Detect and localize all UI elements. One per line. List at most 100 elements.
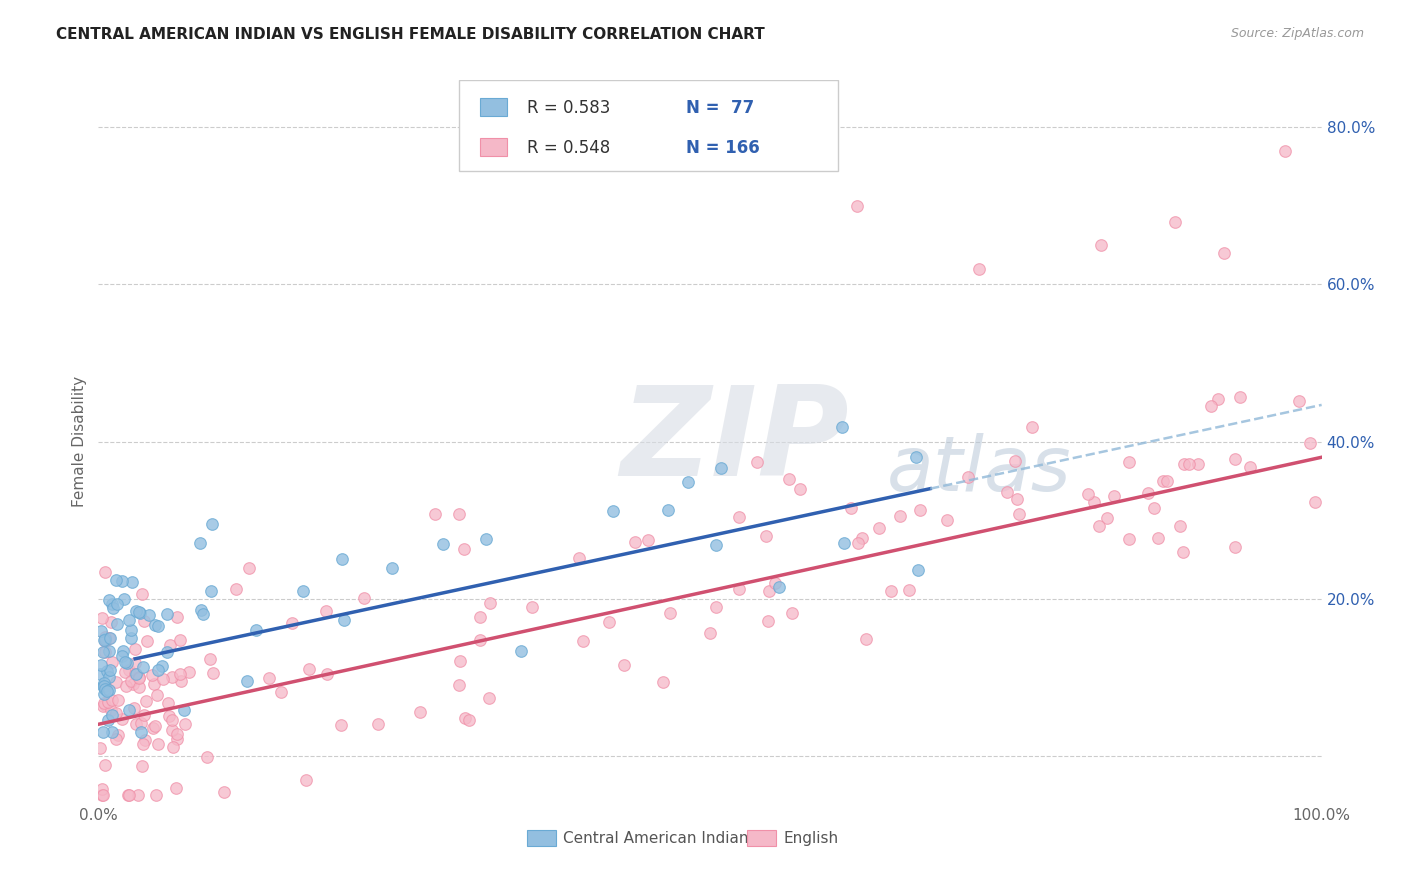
Point (179, 665, 201, 679)
FancyBboxPatch shape (479, 138, 508, 155)
Point (330, 552, 353, 566)
Text: CENTRAL AMERICAN INDIAN VS ENGLISH FEMALE DISABILITY CORRELATION CHART: CENTRAL AMERICAN INDIAN VS ENGLISH FEMAL… (56, 27, 765, 42)
Point (160, 713, 183, 727)
Point (146, 737, 169, 751)
Point (118, 703, 141, 717)
Point (110, 713, 132, 727)
Point (907, 563, 929, 577)
Point (90, 782, 112, 797)
Point (93, 679, 115, 693)
Point (832, 536, 855, 550)
Point (457, 713, 479, 727)
Point (169, 632, 191, 647)
Point (270, 684, 292, 698)
Point (1090, 238, 1112, 252)
Point (1173, 457, 1195, 471)
Point (520, 600, 543, 615)
Point (94, 632, 117, 647)
Point (1118, 532, 1140, 546)
Point (298, 662, 321, 676)
Point (200, 584, 222, 599)
Point (97, 643, 120, 657)
Point (1178, 457, 1201, 471)
Point (132, 660, 155, 674)
Point (112, 644, 135, 658)
Point (143, 677, 166, 691)
Point (195, 750, 218, 764)
Point (1088, 519, 1111, 533)
Point (131, 758, 153, 772)
Point (1152, 475, 1174, 489)
FancyBboxPatch shape (460, 80, 838, 170)
Point (157, 708, 180, 723)
Point (315, 604, 337, 618)
Point (114, 665, 136, 680)
Point (90, 624, 112, 639)
Point (408, 706, 430, 720)
Point (111, 574, 134, 589)
Point (145, 689, 167, 703)
Point (101, 600, 124, 615)
Point (1303, 495, 1326, 509)
Point (676, 475, 699, 489)
Point (169, 666, 191, 681)
Point (453, 542, 475, 557)
Text: Central American Indians: Central American Indians (564, 831, 756, 847)
Point (423, 507, 446, 521)
Point (889, 508, 911, 523)
Point (706, 538, 728, 552)
Point (146, 663, 169, 677)
Point (170, 673, 193, 688)
Point (709, 460, 731, 475)
Point (789, 482, 811, 496)
Point (1206, 392, 1229, 407)
FancyBboxPatch shape (479, 98, 508, 116)
Point (745, 455, 768, 469)
Point (315, 667, 337, 681)
Point (125, 717, 148, 731)
Point (91, 645, 114, 659)
Point (134, 733, 156, 747)
Point (97, 695, 120, 709)
Point (128, 681, 150, 695)
Point (475, 532, 498, 546)
Point (1239, 459, 1261, 474)
Point (839, 501, 862, 516)
Point (91, 788, 114, 802)
Point (166, 732, 188, 747)
Point (156, 607, 179, 622)
Point (129, 715, 152, 730)
Point (98, 670, 121, 684)
Point (143, 618, 166, 632)
Point (91, 699, 114, 714)
Point (1146, 532, 1168, 546)
Point (143, 719, 166, 733)
Point (93, 631, 115, 645)
Point (96, 665, 118, 679)
Point (1118, 454, 1140, 468)
Point (121, 575, 143, 590)
Point (160, 670, 183, 684)
Point (91, 725, 114, 739)
Point (831, 420, 853, 434)
FancyBboxPatch shape (747, 830, 776, 847)
Point (1077, 487, 1099, 501)
Point (96, 683, 118, 698)
Point (145, 788, 167, 802)
Point (100, 655, 122, 669)
Point (156, 696, 179, 710)
Point (728, 509, 751, 524)
Point (93, 675, 115, 690)
Point (295, 773, 318, 788)
Point (132, 614, 155, 628)
Point (112, 592, 135, 607)
Point (478, 596, 501, 610)
Point (135, 634, 157, 648)
Point (93, 565, 115, 579)
Point (132, 707, 155, 722)
Point (880, 583, 903, 598)
Point (1083, 495, 1105, 509)
Point (778, 472, 800, 486)
Point (107, 693, 129, 707)
Point (1274, 144, 1296, 158)
